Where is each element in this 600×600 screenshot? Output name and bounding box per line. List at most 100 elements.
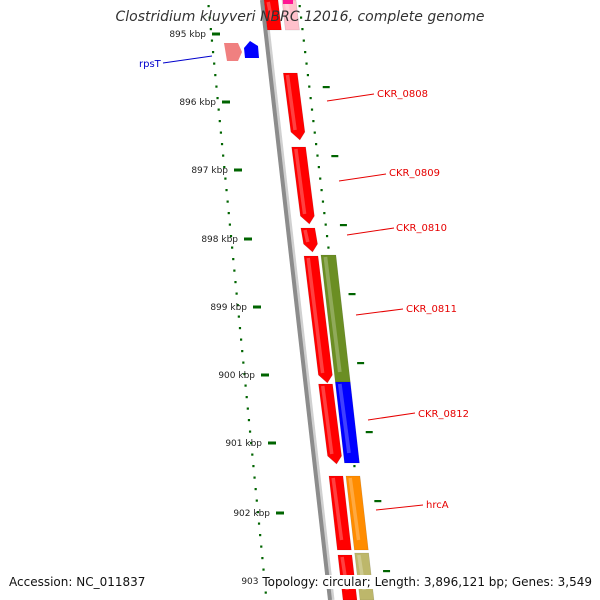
gene-top-pink-shine (284, 1, 292, 21)
right-dot (325, 235, 329, 238)
left-dot (220, 143, 224, 146)
left-dot (250, 442, 253, 445)
left-dot (211, 51, 215, 54)
kbp-tick (222, 100, 230, 104)
left-dot (248, 430, 252, 433)
gene-top-magenta (283, 0, 293, 4)
right-dot (302, 39, 305, 42)
left-dot (215, 85, 218, 88)
kbp-label: 898 kbp (201, 235, 238, 245)
left-dot (241, 350, 244, 353)
gene-olive-shine (323, 256, 342, 373)
right-dot (327, 246, 330, 249)
gene-blue-shine (337, 383, 351, 454)
gene-label: CKR_0809 (389, 168, 440, 179)
left-dot (264, 591, 267, 594)
left-dot (228, 223, 231, 226)
kbp-tick (244, 237, 252, 241)
gene-ckr0812-shine (320, 385, 334, 455)
kbp-tick (253, 305, 261, 309)
right-dot (316, 154, 319, 157)
right-dot (301, 28, 304, 31)
left-dot (239, 338, 243, 341)
left-dot (233, 269, 236, 272)
genome-backbone (260, 0, 335, 600)
right-dash (348, 293, 356, 296)
gene-leader-line (346, 227, 395, 236)
left-dot (216, 97, 219, 100)
left-dot (218, 120, 221, 123)
kbp-label: 895 kbp (169, 30, 206, 40)
left-dot (242, 361, 245, 364)
kbp-tick (268, 441, 276, 445)
right-dot (323, 212, 326, 215)
gene-orange-shine (348, 477, 361, 541)
left-dot (225, 189, 228, 192)
left-dot (223, 166, 226, 169)
left-dot (235, 292, 238, 295)
right-dash (374, 500, 382, 503)
gene-hrca (328, 475, 352, 551)
right-dash (365, 431, 373, 434)
right-dot (317, 166, 320, 169)
right-dot (299, 16, 303, 19)
right-dot (312, 120, 315, 123)
kbp-tick (212, 32, 220, 36)
kbp-tick (234, 168, 242, 172)
gene-label: CKR_0808 (377, 89, 428, 100)
right-dot (324, 223, 327, 226)
right-dot (304, 51, 307, 54)
gene-label: CKR_0810 (396, 223, 447, 234)
gene-leader-line (367, 412, 416, 421)
gene-hrca-shine (331, 477, 344, 541)
left-dot (259, 534, 262, 537)
right-dot (320, 189, 323, 192)
left-dot (255, 499, 258, 502)
kbp-tick (261, 373, 269, 377)
left-dot (232, 258, 235, 261)
left-dot (261, 557, 264, 560)
left-dot (224, 177, 227, 180)
left-dot (256, 511, 260, 514)
gene-rpst-pink (224, 43, 242, 61)
kbp-ticks: 895 kbp 896 kbp 897 kbp 898 kbp 899 kbp 900 k… (169, 30, 292, 587)
gene-ckr0808-shine (285, 74, 297, 131)
gene-ckr0810-shine (303, 229, 310, 243)
kbp-label: 896 kbp (179, 98, 216, 108)
right-dash (339, 224, 347, 227)
left-dot (231, 246, 234, 249)
gene-ckr0808 (282, 72, 306, 141)
gene-top-pink (281, 0, 300, 31)
gene-top-red (263, 0, 282, 31)
gene-ckr0811 (303, 255, 333, 384)
gene-labels: rpsT CKR_0808 CKR_0809 CKR_0810 CKR_0811 CKR_… (139, 55, 469, 511)
right-dash (383, 570, 391, 573)
left-dot (252, 465, 255, 468)
left-dot (245, 396, 248, 399)
left-dot (226, 200, 229, 203)
gene-rpst-blue (244, 41, 259, 58)
right-dot (310, 108, 314, 111)
gene-label: CKR_0812 (418, 409, 469, 420)
gene-top-red-shine (266, 1, 274, 21)
right-dot (313, 131, 316, 134)
left-dot (227, 212, 230, 215)
right-dot (305, 62, 308, 65)
right-dash (322, 86, 330, 89)
right-dash (357, 362, 365, 365)
left-dot (209, 28, 212, 31)
left-dot (253, 476, 256, 479)
kbp-label: 901 kbp (225, 439, 262, 449)
right-dot (321, 200, 325, 203)
left-dot (251, 453, 254, 456)
left-dot (222, 154, 225, 157)
kbp-label: 897 kbp (191, 166, 228, 176)
left-dot (238, 327, 242, 330)
left-dot (210, 39, 214, 42)
left-dot (213, 62, 216, 65)
left-dot (237, 315, 240, 318)
accession-text: Accession: NC_011837 (7, 575, 148, 589)
left-dot (229, 235, 233, 238)
gene-orange (345, 475, 369, 551)
